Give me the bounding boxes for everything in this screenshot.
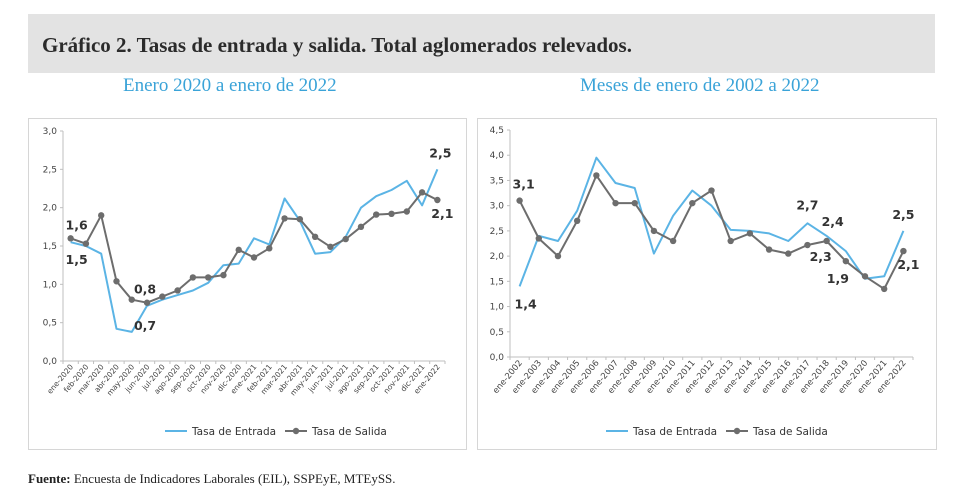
right-salida-point xyxy=(612,199,619,207)
right-data-label: 1,9 xyxy=(827,271,849,286)
left-data-label: 1,6 xyxy=(66,217,88,232)
left-data-label: 0,8 xyxy=(134,282,156,297)
right-salida-point xyxy=(535,235,542,242)
right-legend-marker-salida xyxy=(733,427,741,435)
right-salida-point xyxy=(900,247,907,255)
left-y-tick-label: 2,0 xyxy=(43,204,58,214)
left-y-tick-label: 3,0 xyxy=(43,127,58,137)
left-series-line-entrada xyxy=(70,168,439,333)
right-y-tick-label: 2,5 xyxy=(490,227,504,237)
left-data-label: 2,5 xyxy=(429,145,451,160)
right-chart-panel: 0,0 0,5 1,0 1,5 2,0 2,5 3,0 3,5 4,0 4,5 ene-2002 en… xyxy=(477,118,937,450)
right-salida-point xyxy=(746,230,754,237)
right-salida-point xyxy=(689,199,696,207)
left-salida-point xyxy=(281,215,288,222)
right-y-tick-label: 1,5 xyxy=(490,277,504,287)
left-salida-point xyxy=(98,212,105,219)
right-salida-point xyxy=(650,227,658,235)
right-salida-point xyxy=(573,217,581,224)
left-salida-point xyxy=(296,215,304,223)
left-salida-point xyxy=(266,245,273,252)
left-y-tick-label: 0,5 xyxy=(43,319,57,329)
source-label: Fuente: xyxy=(28,471,71,486)
right-data-label: 3,1 xyxy=(513,177,535,192)
source-note: Fuente: Encuesta de Indicadores Laborale… xyxy=(28,471,396,487)
right-salida-point xyxy=(804,241,811,249)
right-salida-point xyxy=(669,237,677,245)
right-data-label: 2,3 xyxy=(810,249,832,264)
left-salida-point xyxy=(204,274,212,281)
right-y-tick-label: 0,5 xyxy=(490,328,504,338)
left-chart: 0,00,51,01,52,02,53,0ene-2020feb-2020mar… xyxy=(43,127,454,438)
left-salida-point xyxy=(174,287,181,294)
left-salida-point xyxy=(220,271,227,279)
left-data-label: 2,1 xyxy=(431,206,453,221)
right-series-line-entrada xyxy=(518,156,905,287)
right-data-label: 2,5 xyxy=(892,207,914,222)
left-salida-point xyxy=(388,210,395,217)
left-salida-point xyxy=(373,211,380,218)
left-salida-point xyxy=(327,243,334,250)
left-y-tick-label: 1,0 xyxy=(43,280,58,290)
left-series-line-salida xyxy=(70,191,438,304)
left-data-label: 1,5 xyxy=(66,252,88,267)
right-data-label: 2,1 xyxy=(897,257,919,272)
right-salida-point xyxy=(593,172,600,179)
left-salida-point xyxy=(159,293,166,300)
left-legend-label-salida: Tasa de Salida xyxy=(311,426,387,438)
left-salida-point xyxy=(311,233,319,240)
chart-figure-title: Gráfico 2. Tasas de entrada y salida. To… xyxy=(42,33,632,57)
left-salida-point xyxy=(357,223,365,231)
right-y-tick-label: 4,0 xyxy=(490,151,505,161)
right-y-tick-label: 3,5 xyxy=(490,176,504,186)
right-salida-point xyxy=(842,257,850,265)
left-y-tick-label: 0,0 xyxy=(43,357,58,367)
left-salida-point xyxy=(189,274,197,281)
right-salida-point xyxy=(765,246,773,253)
left-salida-point xyxy=(342,235,349,243)
left-legend-label-entrada: Tasa de Entrada xyxy=(191,426,276,438)
right-salida-point xyxy=(785,250,792,257)
left-chart-title: Enero 2020 a enero de 2022 xyxy=(123,75,337,96)
left-salida-point xyxy=(235,246,242,254)
right-chart: 0,00,51,01,52,02,53,03,54,04,5ene-2002en… xyxy=(490,126,920,438)
left-y-tick-label: 2,5 xyxy=(43,165,57,175)
right-chart-title: Meses de enero de 2002 a 2022 xyxy=(580,75,820,96)
right-y-tick-label: 1,0 xyxy=(490,303,505,313)
left-chart-panel: 0,0 0,5 1,0 1,5 2,0 2,5 3,0 ene-2020 feb-2020 mar… xyxy=(28,118,467,450)
left-legend-marker-salida xyxy=(292,427,300,435)
right-salida-point xyxy=(631,199,638,207)
right-y-tick-label: 0,0 xyxy=(490,353,505,363)
right-salida-point xyxy=(861,273,869,280)
left-salida-point xyxy=(143,299,151,306)
left-salida-point xyxy=(418,189,426,196)
header-band xyxy=(28,14,935,73)
right-data-label: 1,4 xyxy=(515,296,537,311)
left-salida-point xyxy=(82,240,90,247)
left-salida-point xyxy=(67,235,74,242)
left-salida-point xyxy=(250,254,258,261)
right-salida-point xyxy=(881,285,888,293)
left-salida-point xyxy=(113,278,120,285)
left-salida-point xyxy=(434,196,441,204)
right-salida-point xyxy=(823,237,830,245)
right-data-label: 2,7 xyxy=(796,197,818,212)
right-y-tick-label: 4,5 xyxy=(490,126,504,136)
right-y-tick-label: 2,0 xyxy=(490,252,505,262)
right-salida-point xyxy=(708,187,715,194)
left-y-tick-label: 1,5 xyxy=(43,242,57,252)
right-salida-point xyxy=(516,197,523,204)
right-data-label: 2,4 xyxy=(822,214,844,229)
right-y-tick-label: 3,0 xyxy=(490,202,505,212)
left-salida-point xyxy=(403,208,410,215)
right-salida-point xyxy=(727,237,734,245)
right-legend-label-entrada: Tasa de Entrada xyxy=(632,426,717,438)
source-text: Encuesta de Indicadores Laborales (EIL),… xyxy=(73,471,396,486)
left-data-label: 0,7 xyxy=(134,318,156,333)
right-legend-label-salida: Tasa de Salida xyxy=(752,426,828,438)
left-salida-point xyxy=(128,296,135,303)
right-salida-point xyxy=(554,252,562,260)
